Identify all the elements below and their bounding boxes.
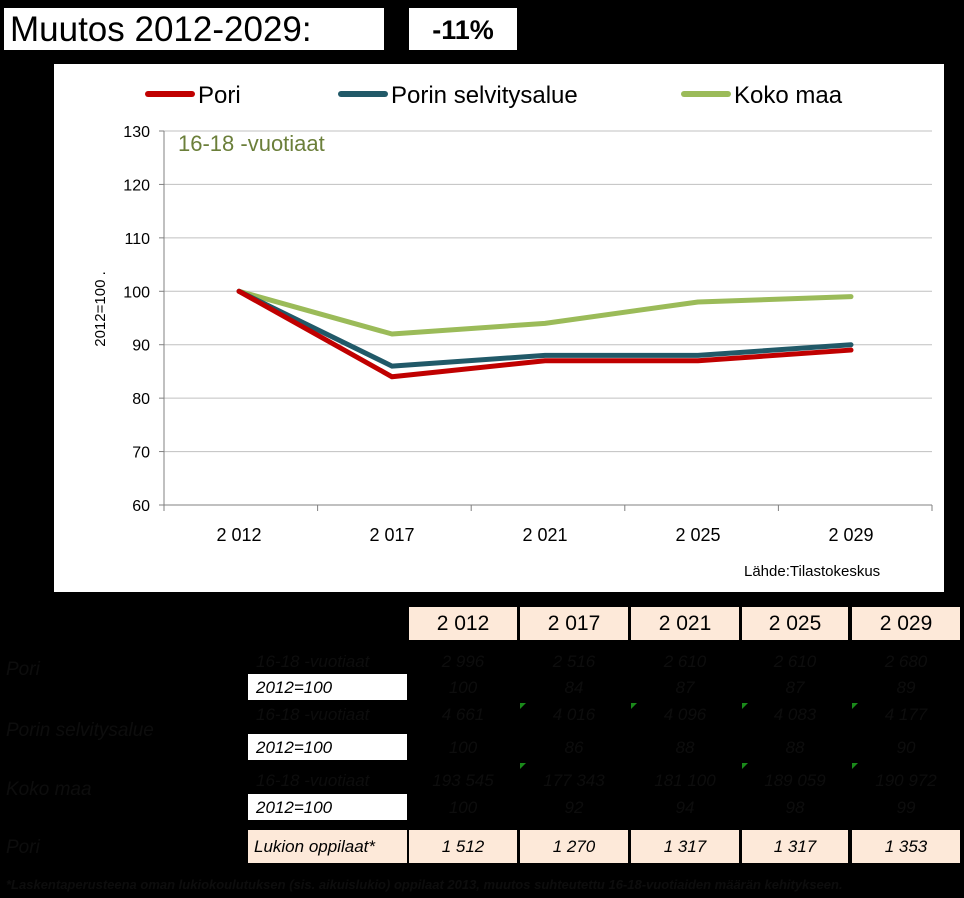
chart-subtitle: 16-18 -vuotiaat	[178, 131, 325, 156]
count-cell: 4 096	[663, 705, 707, 724]
count-cell: 2 680	[884, 652, 928, 671]
cell-marker	[520, 763, 526, 769]
index-cell: 94	[675, 798, 695, 817]
y-tick-label: 60	[132, 498, 150, 515]
source-note: Lähde:Tilastokeskus	[744, 563, 880, 580]
count-cell: 189 059	[764, 771, 826, 790]
index-cell: 88	[785, 738, 805, 757]
count-cell: 4 083	[773, 705, 817, 724]
lukion-cell: 1 353	[852, 830, 960, 863]
index-cell: 100	[448, 738, 478, 757]
index-label: 2012=100	[248, 734, 407, 760]
x-tick-label: 2 012	[216, 525, 261, 545]
index-cell: 88	[675, 738, 695, 757]
page-title: Muutos 2012-2029:	[4, 8, 384, 50]
line-chart: 60 70 80 90 100 110 120 130 2 012 2 017 2 021 2 025…	[92, 82, 933, 580]
index-cell: 100	[448, 678, 478, 697]
age-label: 16-18 -vuotiaat	[256, 771, 370, 790]
group-label-koko-maa: Koko maa	[6, 779, 92, 800]
index-cell: 89	[896, 678, 916, 697]
cell-marker	[742, 763, 748, 769]
series-line	[236, 288, 854, 337]
lukion-cell: 1 317	[742, 830, 848, 863]
lukion-label: Lukion oppilaat*	[248, 830, 407, 863]
count-cell: 193 545	[432, 771, 494, 790]
index-label: 2012=100	[248, 674, 407, 700]
cell-marker	[631, 703, 637, 709]
x-tick-label: 2 029	[828, 525, 873, 545]
index-cell: 100	[448, 798, 478, 817]
y-tick-label: 80	[132, 391, 150, 408]
index-cell: 90	[896, 738, 916, 757]
index-cell: 98	[785, 798, 805, 817]
group-label-lukion: Pori	[6, 837, 40, 858]
cell-marker	[852, 763, 858, 769]
y-tick-label: 70	[132, 445, 150, 462]
count-cell: 190 972	[875, 771, 937, 790]
change-percentage: -11%	[409, 8, 517, 50]
count-cell: 4 016	[552, 705, 596, 724]
footnote: *Laskentaperusteena oman lukiokoulutukse…	[6, 877, 843, 892]
age-label: 16-18 -vuotiaat	[256, 652, 370, 671]
index-cell: 86	[564, 738, 584, 757]
x-tick-label: 2 021	[522, 525, 567, 545]
y-tick-label: 110	[124, 231, 150, 248]
count-cell: 2 610	[773, 652, 817, 671]
y-tick-label: 90	[132, 338, 150, 355]
year-header: 2 012	[409, 607, 517, 640]
y-tick-label: 100	[123, 284, 150, 301]
cell-marker	[520, 703, 526, 709]
count-cell: 4 661	[441, 705, 485, 724]
index-cell: 84	[564, 678, 584, 697]
lukion-cell: 1 317	[631, 830, 739, 863]
legend-label: Koko maa	[734, 82, 843, 109]
cell-marker	[742, 703, 748, 709]
year-header: 2 017	[520, 607, 628, 640]
series-line	[236, 288, 854, 380]
x-tick-label: 2 025	[675, 525, 720, 545]
index-cell: 87	[785, 678, 805, 697]
lukion-cell: 1 512	[409, 830, 517, 863]
y-tick-label: 130	[123, 124, 150, 141]
age-label: 16-18 -vuotiaat	[256, 705, 370, 724]
y-axis-label: 2012=100 .	[92, 271, 109, 347]
year-header: 2 029	[852, 607, 960, 640]
y-tick-label: 120	[123, 177, 150, 194]
count-cell: 181 100	[654, 771, 716, 790]
group-label-porin-selvitysalue: Porin selvitysalue	[6, 720, 154, 741]
series-line	[236, 288, 854, 369]
index-label: 2012=100	[248, 794, 407, 820]
count-cell: 2 516	[552, 652, 596, 671]
group-label-pori: Pori	[6, 659, 40, 680]
year-header: 2 025	[742, 607, 848, 640]
year-header: 2 021	[631, 607, 739, 640]
cell-marker	[852, 703, 858, 709]
count-cell: 177 343	[543, 771, 605, 790]
count-cell: 4 177	[884, 705, 928, 724]
legend-label: Porin selvitysalue	[391, 82, 578, 109]
index-cell: 87	[675, 678, 695, 697]
count-cell: 2 610	[663, 652, 707, 671]
index-cell: 99	[896, 798, 916, 817]
index-cell: 92	[564, 798, 584, 817]
data-table: 2 012 2 017 2 021 2 025 2 029 Pori 16-18…	[0, 607, 964, 898]
chart-panel: 60 70 80 90 100 110 120 130 2 012 2 017 2 021 2 025…	[54, 64, 944, 592]
legend-label: Pori	[198, 82, 241, 109]
lukion-cell: 1 270	[520, 830, 628, 863]
count-cell: 2 996	[441, 652, 485, 671]
x-tick-label: 2 017	[369, 525, 414, 545]
